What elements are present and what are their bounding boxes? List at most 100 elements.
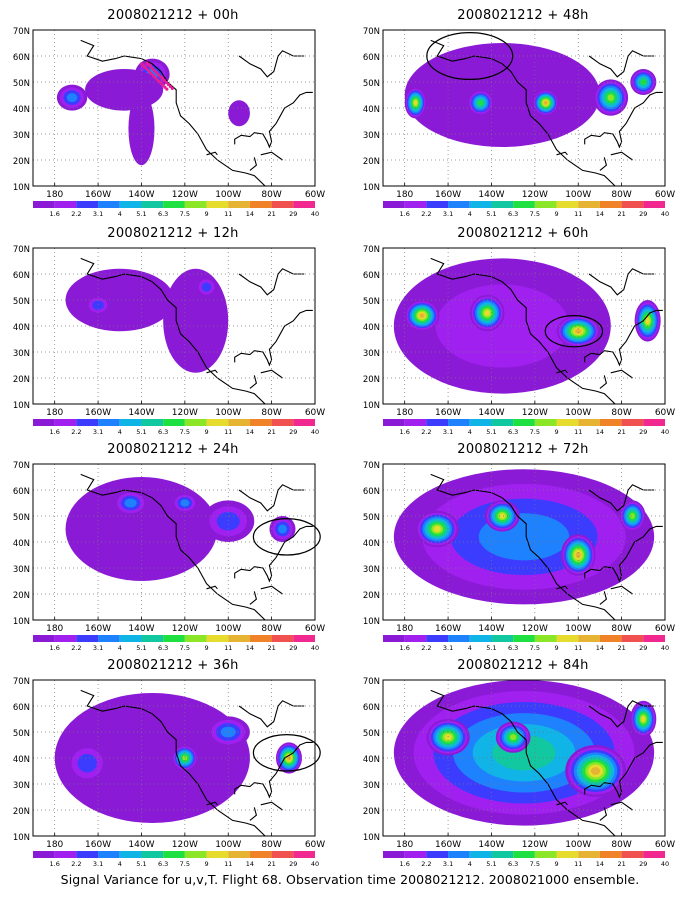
observation-point xyxy=(149,71,153,76)
variance-contour xyxy=(413,100,418,106)
colorbar-label: 21 xyxy=(617,860,625,868)
observation-point xyxy=(145,61,149,65)
colorbar-swatch xyxy=(249,201,272,208)
colorbar-label: 6.3 xyxy=(158,428,168,436)
panel-title: 2008021212 + 12h xyxy=(107,226,239,241)
map-panel: 70N 60N 50N 40N 30N 20N 10N 180 160W 140W 120W 100W… xyxy=(363,461,675,652)
lat-tick-label: 20N xyxy=(13,807,30,817)
lon-tick-label: 140W xyxy=(128,190,154,200)
lat-tick-label: 50N xyxy=(363,729,380,739)
colorbar-label: 9 xyxy=(554,210,558,218)
lon-tick-label: 120W xyxy=(522,624,548,634)
observation-point xyxy=(168,84,172,89)
colorbar-label: 2.2 xyxy=(421,644,431,652)
lon-tick-label: 160W xyxy=(435,190,461,200)
observation-point xyxy=(141,64,146,68)
lon-tick-label: 160W xyxy=(435,408,461,418)
colorbar-label: 29 xyxy=(639,860,647,868)
map-panel: 70N 60N 50N 40N 30N 20N 10N 180 160W 140W 120W 100W… xyxy=(363,677,675,868)
lat-tick-label: 70N xyxy=(363,461,380,471)
panel-title: 2008021212 + 72h xyxy=(457,442,589,457)
lat-tick-label: 50N xyxy=(13,297,30,307)
colorbar-label: 21 xyxy=(267,428,275,436)
observation-track xyxy=(139,61,174,91)
lon-tick-label: 80W xyxy=(611,408,631,418)
lon-tick-label: 140W xyxy=(478,624,504,634)
observation-point xyxy=(149,65,153,69)
variance-contour xyxy=(404,43,600,147)
lat-tick-label: 60N xyxy=(363,703,380,713)
observation-point xyxy=(151,73,155,78)
colorbar-swatch xyxy=(426,419,449,426)
map-frame xyxy=(382,29,666,187)
lon-tick-label: 140W xyxy=(128,408,154,418)
colorbar-label: 6.3 xyxy=(158,644,168,652)
lon-tick-label: 100W xyxy=(215,624,241,634)
colorbar-label: 7.5 xyxy=(530,210,540,218)
colorbar-swatch xyxy=(491,419,514,426)
variance-contour xyxy=(216,511,240,531)
colorbar-label: 14 xyxy=(596,644,604,652)
colorbar-label: 1.6 xyxy=(400,210,410,218)
colorbar-swatch xyxy=(271,851,294,858)
figure-caption: Signal Variance for u,v,T. Flight 68. Ob… xyxy=(60,872,640,887)
colorbar-label: 21 xyxy=(617,644,625,652)
colorbar-swatch xyxy=(621,851,644,858)
lat-tick-label: 30N xyxy=(13,349,30,359)
colorbar-label: 7.5 xyxy=(180,428,190,436)
observation-point xyxy=(164,80,169,85)
colorbar: 1.6 2.2 3.1 4 5.1 6.3 7.5 9 11 14 21 29 40 xyxy=(33,419,319,436)
colorbar-swatch xyxy=(141,851,164,858)
colorbar-swatch xyxy=(163,635,185,642)
lat-tick-label: 10N xyxy=(13,833,30,843)
colorbar-swatch xyxy=(54,419,77,426)
colorbar-label: 29 xyxy=(289,210,297,218)
lat-tick-label: 10N xyxy=(363,401,380,411)
lat-tick-label: 10N xyxy=(13,617,30,627)
lon-tick-label: 120W xyxy=(172,190,198,200)
lon-tick-label: 120W xyxy=(172,408,198,418)
lon-tick-label: 180 xyxy=(46,840,63,850)
observation-point xyxy=(160,77,165,81)
colorbar-label: 5.1 xyxy=(136,644,146,652)
colorbar-label: 29 xyxy=(289,644,297,652)
colorbar-label: 40 xyxy=(661,428,669,436)
colorbar-swatch xyxy=(184,635,207,642)
colorbar-swatch xyxy=(184,851,207,858)
variance-contour xyxy=(543,100,548,105)
colorbar-swatch xyxy=(33,635,55,642)
lat-tick-label: 60N xyxy=(13,53,30,63)
lon-tick-label: 140W xyxy=(478,190,504,200)
colorbar-swatch xyxy=(383,201,405,208)
colorbar-swatch xyxy=(141,419,164,426)
lon-tick-label: 180 xyxy=(46,190,63,200)
colorbar-label: 40 xyxy=(311,644,319,652)
lat-tick-label: 10N xyxy=(363,833,380,843)
colorbar-label: 40 xyxy=(311,428,319,436)
colorbar-swatch xyxy=(141,201,164,208)
coastline xyxy=(80,257,313,404)
colorbar-label: 3.1 xyxy=(93,210,103,218)
colorbar-label: 14 xyxy=(246,860,254,868)
colorbar-label: 9 xyxy=(554,860,558,868)
colorbar-label: 11 xyxy=(574,644,582,652)
lon-tick-label: 160W xyxy=(435,624,461,634)
colorbar-swatch xyxy=(228,201,250,208)
variance-contour xyxy=(85,69,164,111)
colorbar-label: 3.1 xyxy=(93,860,103,868)
lon-tick-label: 80W xyxy=(261,408,281,418)
colorbar-label: 2.2 xyxy=(421,860,431,868)
colorbar-label: 5.1 xyxy=(486,860,496,868)
colorbar-swatch xyxy=(383,635,405,642)
colorbar-swatch xyxy=(534,851,557,858)
colorbar-label: 7.5 xyxy=(530,644,540,652)
colorbar-label: 14 xyxy=(246,644,254,652)
colorbar-label: 40 xyxy=(311,860,319,868)
colorbar-swatch xyxy=(448,851,470,858)
colorbar-swatch xyxy=(599,851,622,858)
panel-title: 2008021212 + 60h xyxy=(457,226,589,241)
lon-tick-label: 60W xyxy=(655,190,675,200)
colorbar-label: 21 xyxy=(617,428,625,436)
lon-tick-label: 120W xyxy=(172,624,198,634)
colorbar-swatch xyxy=(513,851,535,858)
